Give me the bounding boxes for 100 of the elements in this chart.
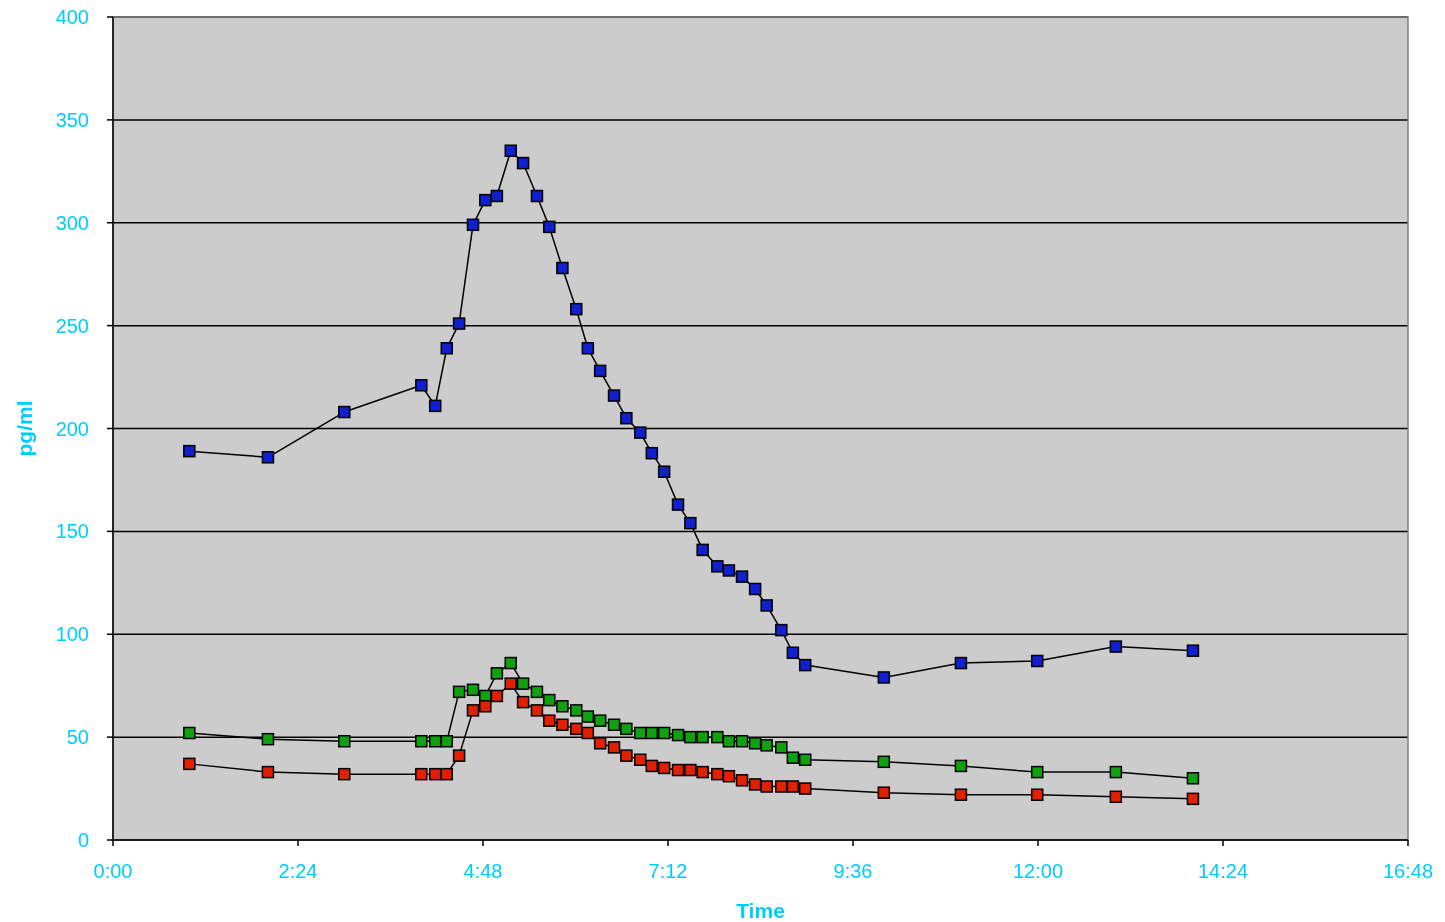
y-tick-label: 250 [55,314,89,337]
point [634,426,647,439]
point [415,379,428,392]
point [735,570,749,583]
point [620,411,633,425]
y-tick-label: 100 [55,623,89,646]
point [671,498,685,511]
point [452,317,466,330]
y-axis-title: pg/ml [13,400,36,457]
point [657,465,671,478]
point [452,685,466,699]
point [798,753,812,767]
point [760,599,773,612]
point [711,730,724,744]
point [530,189,544,203]
point [620,722,633,736]
y-tick-label: 50 [66,726,89,749]
point [479,193,492,207]
point [798,658,812,672]
point [440,342,454,355]
point [556,718,569,732]
point [954,656,968,670]
x-tick-label: 4:48 [463,860,503,882]
point [490,189,504,203]
point [543,220,556,234]
point [877,786,891,799]
point [593,364,607,378]
point [1109,640,1123,653]
x-tick-label: 7:12 [648,860,688,882]
point [466,683,480,697]
point [261,732,275,746]
x-tick-label: 14:24 [1197,860,1249,882]
point [428,734,442,748]
point [183,757,196,771]
point [530,704,544,717]
point [954,788,968,801]
point [581,726,595,740]
point [671,728,685,742]
point [466,704,480,717]
x-tick-label: 16:48 [1382,860,1434,882]
point [570,704,583,717]
point [581,710,595,723]
point [440,767,454,781]
point [607,718,621,732]
point [543,714,556,727]
point [452,749,466,762]
point [479,700,492,713]
point [760,739,773,752]
point [657,761,671,775]
point [1030,788,1044,801]
point [556,700,569,713]
point [556,261,569,275]
point [261,765,275,779]
point [1030,765,1044,779]
point [415,734,428,748]
point [338,405,351,419]
point [634,726,647,740]
y-tick-label: 200 [55,417,89,440]
point [490,667,504,680]
point [466,218,480,232]
point [570,302,583,316]
point [722,564,736,577]
point [570,722,583,736]
point [684,763,697,777]
point [607,389,621,402]
y-tick-label: 300 [55,211,89,234]
point [735,774,749,787]
x-tick-label: 9:36 [833,860,873,882]
point [696,765,709,779]
point [798,782,812,795]
point [786,646,800,660]
point [183,444,196,458]
point [786,751,800,764]
point [415,767,428,781]
point [516,695,530,709]
point [516,156,530,170]
point [711,560,724,573]
point [504,677,517,690]
point [516,677,530,690]
point [748,778,762,791]
point [775,780,788,793]
point [338,734,351,748]
point [620,749,633,762]
point [645,726,659,740]
point [581,342,595,355]
point [1109,765,1123,779]
point [183,726,196,740]
point [722,769,736,783]
point [775,623,788,637]
point [671,763,685,777]
point [504,656,517,670]
point [748,582,762,596]
point [428,399,442,413]
point [645,759,659,773]
x-tick-label: 2:24 [278,860,318,882]
point [1109,790,1123,804]
x-tick-label: 12:00 [1012,860,1064,882]
point [748,737,762,750]
point [338,767,351,781]
point [440,734,454,748]
